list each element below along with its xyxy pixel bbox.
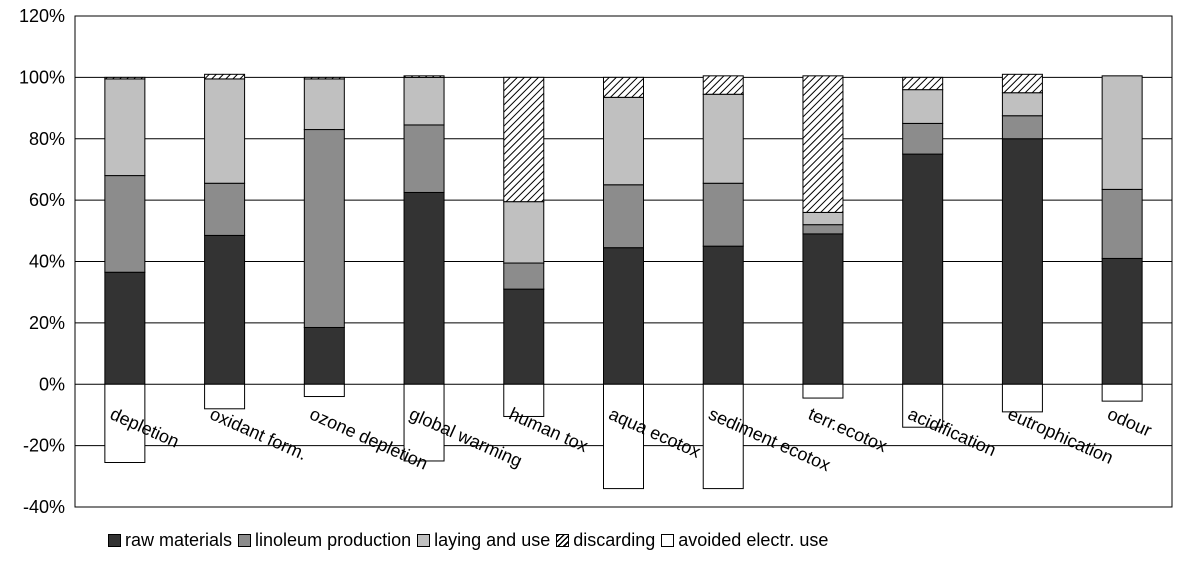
legend: raw materials linoleum production laying a… [108,527,834,553]
bar-discarding [902,76,944,91]
legend-item: linoleum production [238,530,411,551]
bar-discarding [104,76,146,80]
bar-linoleum-production [403,124,445,193]
bar-linoleum-production [204,182,246,236]
bar-discarding [603,76,644,98]
bar-laying-and-use [702,93,744,184]
bar-raw-materials [1001,138,1043,385]
x-tick-label: terr.ecotox [805,404,890,456]
y-tick-label: -40% [23,497,65,517]
x-tick-label: eutrophication [1005,404,1116,468]
bar-linoleum-production [902,122,944,155]
bar-linoleum-production [1101,188,1143,259]
bar-linoleum-production [1001,115,1043,140]
legend-swatch [417,533,431,547]
bar-discarding [403,75,445,78]
bar-laying-and-use [1001,92,1043,117]
bar-raw-materials [702,245,744,385]
bar-discarding [702,75,744,95]
y-tick-label: 100% [19,67,65,87]
bar-discarding [204,73,246,80]
bar-linoleum-production [603,184,644,249]
bar-laying-and-use [403,76,445,126]
x-tick-label: acidification [905,404,999,461]
bar-laying-and-use [902,89,944,124]
y-tick-label: 20% [29,313,65,333]
bar-raw-materials [802,233,844,385]
bar-discarding [503,76,545,203]
plot-frame [74,15,1173,508]
bar-avoided-electr-use [503,383,545,417]
bar-raw-materials [303,326,345,385]
x-tick-label: oxidant form. [207,404,310,465]
bar-avoided-electr-use [802,383,844,399]
x-tick-label: odour [1105,404,1155,441]
y-tick-label: 0% [39,374,65,394]
bar-discarding [1001,73,1043,94]
legend-label: raw materials [125,529,233,550]
bar-linoleum-production [702,182,744,247]
bar-laying-and-use [104,78,146,177]
bar-laying-and-use [204,78,246,184]
bar-linoleum-production [503,262,545,290]
bar-avoided-electr-use [1101,383,1143,402]
bar-avoided-electr-use [702,383,744,490]
bar-avoided-electr-use [902,383,944,428]
y-tick-label: 120% [19,6,65,26]
bar-laying-and-use [603,96,644,186]
bar-raw-materials [902,153,944,385]
legend-label: avoided electr. use [678,529,829,550]
legend-swatch [556,533,570,547]
bar-raw-materials [204,234,246,385]
bar-raw-materials [503,288,545,385]
y-tick-label: 60% [29,190,65,210]
bar-avoided-electr-use [204,383,246,410]
bar-raw-materials [403,191,445,385]
bar-avoided-electr-use [1001,383,1043,413]
bar-avoided-electr-use [303,383,345,398]
bar-avoided-electr-use [603,383,644,490]
bar-laying-and-use [303,78,345,131]
legend-item: discarding [556,530,655,551]
bar-linoleum-production [104,175,146,273]
y-tick-label: -20% [23,436,65,456]
legend-item: raw materials [108,530,232,551]
legend-label: linoleum production [255,529,412,550]
legend-label: laying and use [434,529,551,550]
bar-discarding [303,76,345,80]
bar-raw-materials [603,247,644,385]
bar-laying-and-use [503,201,545,264]
bar-discarding [802,75,844,213]
bar-raw-materials [104,271,146,385]
bar-laying-and-use [802,211,844,226]
legend-label: discarding [573,529,656,550]
bar-linoleum-production [802,224,844,235]
legend-swatch [238,533,252,547]
legend-item: avoided electr. use [661,530,828,551]
bar-avoided-electr-use [403,383,445,462]
bar-raw-materials [1101,257,1143,385]
legend-swatch [108,533,121,547]
bar-linoleum-production [303,129,345,328]
x-tick-label: human tox [506,404,591,456]
legend-item: laying and use [417,530,550,551]
y-tick-label: 40% [29,252,65,272]
legend-swatch [661,533,675,547]
chart-plot: 120%100%80%60%40%20%0%-20%-40%depletion o… [19,6,1173,517]
bar-laying-and-use [1101,75,1143,190]
y-tick-label: 80% [29,129,65,149]
bar-avoided-electr-use [104,383,146,464]
